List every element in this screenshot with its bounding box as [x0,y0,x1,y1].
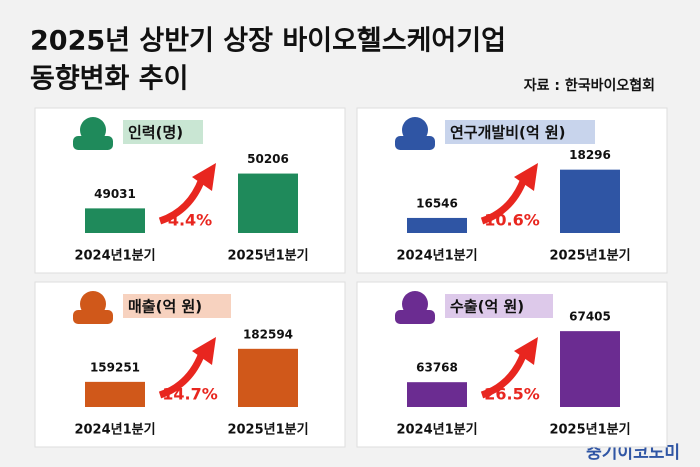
arrow [158,351,206,399]
bar [85,381,145,407]
chart-title: 인력(명) [128,124,183,142]
bar [238,173,298,233]
annotation: 14.7% [162,385,218,404]
icon [73,136,113,150]
watermark: 중기이코노미 [586,443,680,463]
arrow-head [192,337,216,365]
arrow [480,177,528,225]
chart-title: 매출(억 원) [128,298,202,316]
bar [560,331,620,407]
bar [85,208,145,233]
x-tick-label: 2024년1분기 [74,423,155,438]
chart-title: 수출(억 원) [450,298,524,316]
x-tick-label: 2024년1분기 [396,423,477,438]
x-tick-label: 2025년1분기 [227,249,308,264]
icon [73,310,113,324]
annotation: 4.4% [168,211,212,230]
title-tag [445,120,595,144]
arrow [480,351,528,399]
bar [407,217,467,233]
annotation: 10.6% [484,211,540,230]
value-label: 49031 [94,187,136,201]
title-line-2: 동향변화 추이 [30,64,188,95]
title-tag [123,294,231,318]
value-label: 50206 [247,152,289,166]
x-tick-label: 2025년1분기 [227,423,308,438]
source: 자료 : 한국바이오협회 [524,77,655,94]
arrow-head [514,337,538,365]
title: 2025년 상반기 상장 바이오헬스케어기업 [30,26,506,57]
value-label: 182594 [243,327,293,341]
title-tag [445,294,553,318]
x-tick-label: 2024년1분기 [396,249,477,264]
x-tick-label: 2024년1분기 [74,249,155,264]
bar [560,169,620,233]
chart-title: 연구개발비(억 원) [450,124,566,142]
value-label: 67405 [569,310,611,324]
bar [407,382,467,407]
x-tick-label: 2025년1분기 [549,249,630,264]
annotation: 26.5% [484,385,540,404]
value-label: 63768 [416,361,458,375]
value-label: 159251 [90,360,140,374]
bar [238,348,298,407]
value-label: 18296 [569,148,611,162]
arrow-head [192,163,216,191]
title-tag [123,120,203,144]
icon [395,136,435,150]
x-tick-label: 2025년1분기 [549,423,630,438]
icon [395,310,435,324]
arrow [158,177,206,225]
arrow-head [514,163,538,191]
value-label: 16546 [416,196,458,210]
